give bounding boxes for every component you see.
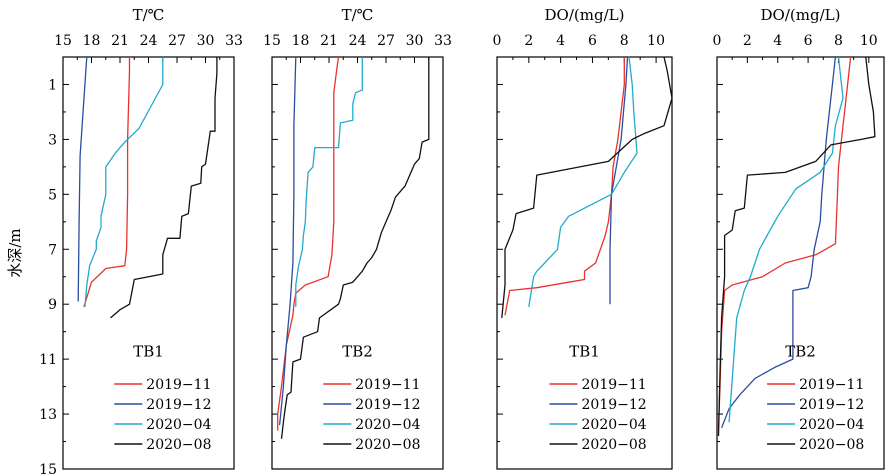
x-tick-label: 27 (377, 33, 395, 49)
site-label: TB1 (569, 342, 600, 360)
legend-label: 2020−04 (799, 417, 864, 433)
legend-label: 2020−04 (582, 417, 647, 433)
series-line-2020-08 (501, 56, 673, 318)
x-tick-label: 0 (713, 33, 722, 49)
legend-label: 2019−12 (355, 397, 420, 413)
y-axis-label: 水深/m (6, 228, 24, 277)
series-line-2019-12 (278, 56, 297, 426)
x-tick-label: 10 (860, 33, 878, 49)
panel-title: DO/(mg/L) (545, 6, 625, 24)
legend-label: 2020−04 (355, 417, 420, 433)
panel-4: DO/(mg/L) 0 2 4 6 8 10 TB2 2019−11 2019−12 2020−04… (713, 6, 885, 470)
series-line-2020-04 (295, 57, 363, 307)
legend-label: 2020−08 (146, 437, 211, 453)
x-tick-label: 2 (743, 33, 752, 49)
x-tick-label: 24 (349, 33, 367, 49)
y-tick-label: 3 (48, 132, 57, 148)
x-tick-label: 8 (620, 33, 629, 49)
site-label: TB1 (133, 342, 164, 360)
series-line-2019-11 (277, 56, 340, 431)
panel-2: T/℃ 15 18 21 24 27 30 33 TB2 2019−11 2019−12 2020−0… (263, 6, 452, 470)
y-tick-label: 15 (39, 462, 57, 476)
x-tick-label: 2 (524, 33, 533, 49)
series-line-2020-08 (717, 56, 876, 437)
series-line-2020-04 (728, 56, 844, 423)
y-tick-label: 7 (48, 242, 57, 258)
x-tick-label: 15 (263, 33, 281, 49)
legend-label: 2019−12 (582, 397, 647, 413)
x-tick-label: 30 (197, 33, 215, 49)
legend-label: 2020−08 (582, 437, 647, 453)
y-tick-label: 5 (48, 187, 57, 203)
series-line-2019-12 (77, 56, 88, 302)
legend-label: 2019−11 (146, 377, 211, 393)
site-label: TB2 (342, 342, 373, 360)
legend-label: 2019−11 (355, 377, 420, 393)
series-line-2019-11 (504, 57, 625, 316)
series-line-2019-12 (609, 56, 629, 305)
x-tick-label: 21 (320, 33, 338, 49)
legend-label: 2020−08 (799, 437, 864, 453)
x-tick-label: 27 (168, 33, 186, 49)
x-tick-label: 6 (588, 33, 597, 49)
site-label: TB2 (785, 342, 816, 360)
x-tick-label: 8 (834, 33, 843, 49)
y-tick-label: 11 (39, 352, 57, 368)
panel-1: T/℃15 18 21 24 27 30 3313579111315TB12019−1120… (39, 6, 243, 476)
x-tick-label: 24 (140, 33, 158, 49)
legend-label: 2020−08 (355, 437, 420, 453)
x-tick-label: 4 (556, 33, 565, 49)
series-line-2019-11 (83, 57, 131, 308)
panel-3: DO/(mg/L) 0 2 4 6 8 10 TB1 2019−11 2019−12 2020−04… (493, 6, 673, 470)
legend-label: 2020−04 (146, 417, 211, 433)
y-tick-label: 9 (48, 297, 57, 313)
legend-label: 2019−11 (799, 377, 864, 393)
series-line-2019-11 (717, 56, 852, 428)
x-tick-label: 10 (647, 33, 665, 49)
series-line-2019-12 (720, 56, 837, 429)
x-tick-label: 33 (225, 33, 243, 49)
x-tick-label: 30 (406, 33, 424, 49)
x-tick-label: 18 (83, 33, 101, 49)
x-tick-label: 4 (773, 33, 782, 49)
series-line-2020-08 (110, 57, 218, 319)
series-line-2020-08 (280, 57, 430, 439)
legend-label: 2019−12 (146, 397, 211, 413)
legend-label: 2019−11 (582, 377, 647, 393)
legend-label: 2019−12 (799, 397, 864, 413)
x-tick-label: 33 (434, 33, 452, 49)
panel-title: DO/(mg/L) (761, 6, 841, 24)
x-tick-label: 21 (111, 33, 129, 49)
y-tick-label: 13 (39, 407, 57, 423)
panels-layer: T/℃15 18 21 24 27 30 3313579111315TB12019−1120… (39, 6, 885, 476)
x-tick-label: 18 (292, 33, 310, 49)
x-tick-label: 0 (493, 33, 502, 49)
panel-frame (716, 56, 885, 470)
panel-title: T/℃ (133, 6, 165, 24)
y-tick-label: 1 (48, 77, 57, 93)
panel-frame (496, 56, 673, 470)
series-line-2020-04 (84, 57, 164, 307)
x-tick-label: 6 (804, 33, 813, 49)
series-line-2020-04 (528, 56, 638, 308)
panel-title: T/℃ (342, 6, 374, 24)
x-tick-label: 15 (54, 33, 72, 49)
